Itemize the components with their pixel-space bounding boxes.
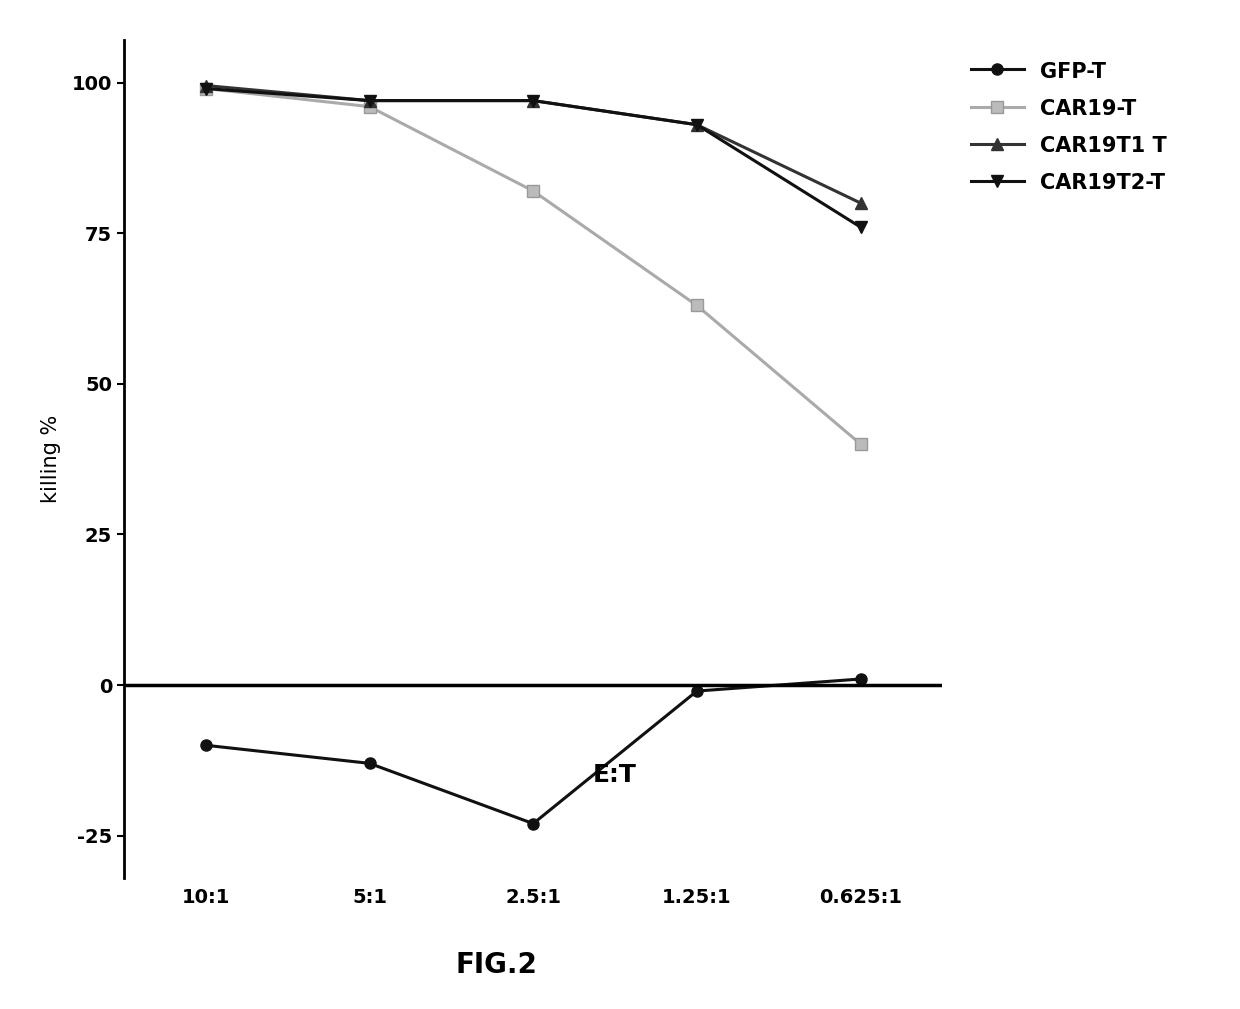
CAR19-T [198, 83, 213, 95]
CAR19T1 T [362, 95, 377, 107]
GFP-T [362, 758, 377, 770]
CAR19-T [853, 438, 868, 450]
CAR19T1 T [198, 80, 213, 92]
CAR19-T [362, 101, 377, 113]
CAR19T1 T [526, 95, 541, 107]
CAR19T2-T [526, 95, 541, 107]
Text: FIG.2: FIG.2 [455, 950, 537, 979]
CAR19T2-T [198, 83, 213, 95]
GFP-T [689, 685, 704, 697]
CAR19-T [526, 185, 541, 197]
Legend: GFP-T, CAR19-T, CAR19T1 T, CAR19T2-T: GFP-T, CAR19-T, CAR19T1 T, CAR19T2-T [961, 50, 1177, 204]
Line: CAR19T2-T: CAR19T2-T [200, 83, 867, 233]
GFP-T [198, 740, 213, 752]
Y-axis label: killing %: killing % [41, 415, 61, 503]
CAR19T1 T [689, 119, 704, 131]
CAR19T1 T [853, 197, 868, 209]
GFP-T [526, 817, 541, 829]
Line: CAR19T1 T: CAR19T1 T [200, 80, 867, 209]
Line: GFP-T: GFP-T [201, 673, 866, 829]
Text: E:T: E:T [593, 764, 637, 787]
CAR19T2-T [689, 119, 704, 131]
Line: CAR19-T: CAR19-T [201, 83, 866, 450]
CAR19T2-T [853, 221, 868, 233]
CAR19-T [689, 300, 704, 312]
CAR19T2-T [362, 95, 377, 107]
GFP-T [853, 673, 868, 685]
